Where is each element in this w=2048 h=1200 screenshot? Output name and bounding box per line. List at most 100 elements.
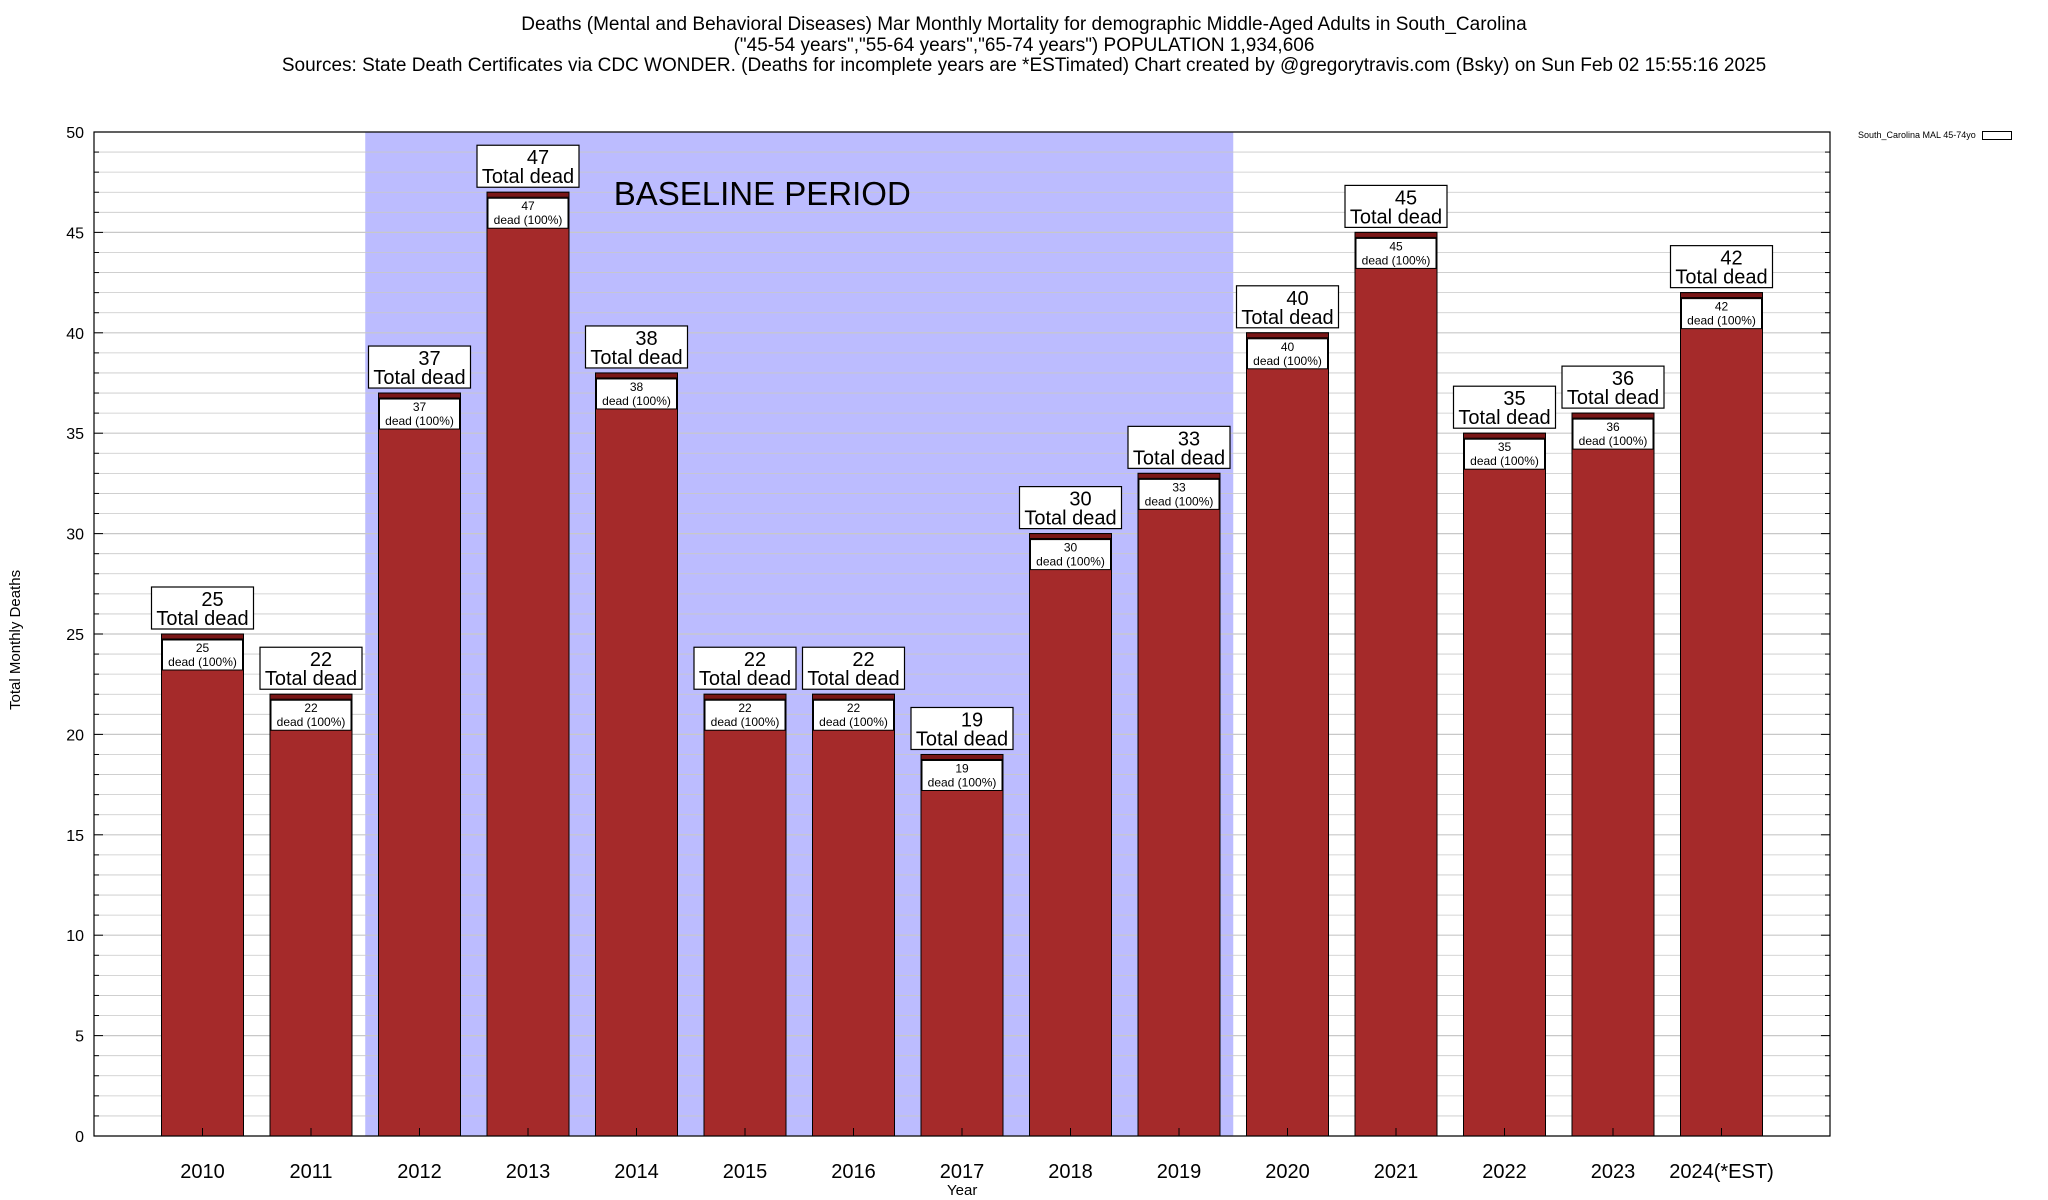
plot-frame	[93, 131, 1831, 1137]
bar-top-label-box	[1127, 425, 1231, 469]
bar-inner-label-text: dead (100%)	[385, 414, 454, 428]
bar-top-label-value: 37	[418, 348, 440, 370]
y-tick-label: 40	[66, 326, 84, 343]
bar-top-label-box	[259, 646, 363, 690]
bar-inner-label-text: dead (100%)	[819, 715, 888, 729]
bar-cap	[1354, 231, 1438, 238]
bar-top-label-value: 19	[961, 709, 983, 731]
bar-inner-label-text: dead (100%)	[1253, 354, 1322, 368]
legend-swatch	[1981, 130, 2012, 140]
bar-inner-label-text: dead (100%)	[602, 394, 671, 408]
y-tick-label: 20	[66, 727, 84, 744]
x-tick-label: 2016	[831, 1161, 876, 1183]
bar-inner-label-text: dead (100%)	[168, 655, 237, 669]
bar	[1463, 432, 1546, 1137]
bar-top-label-value: 30	[1069, 489, 1091, 511]
bar-top-label-text: Total dead	[482, 166, 574, 188]
bar-top-label-value: 22	[310, 649, 332, 671]
bar-top-label-box	[476, 144, 580, 188]
bar-inner-label-value: 19	[955, 761, 969, 775]
bar-cap	[1246, 332, 1329, 339]
bar-inner-label-text: dead (100%)	[1470, 454, 1539, 468]
bar-top-label-box	[584, 325, 689, 369]
bar-inner-label-box	[1030, 539, 1111, 571]
bar-inner-label-text: dead (100%)	[711, 715, 780, 729]
bar-inner-label-text: dead (100%)	[1036, 555, 1105, 569]
bar-inner-label-box	[1138, 478, 1220, 510]
y-tick-label: 15	[66, 828, 84, 845]
bar-inner-label-text: dead (100%)	[277, 715, 346, 729]
bar-top-label-value: 25	[201, 589, 223, 611]
bar-cap	[812, 693, 895, 700]
x-tick-label: 2023	[1591, 1161, 1636, 1183]
bar-top-label-text: Total dead	[807, 668, 899, 690]
bar-cap	[1029, 533, 1112, 540]
bar-inner-label-box	[596, 378, 677, 410]
bar-top-label-box	[1344, 184, 1448, 228]
bar-cap	[1571, 412, 1655, 419]
bar-inner-label-value: 35	[1498, 440, 1512, 454]
bar-inner-label-text: dead (100%)	[928, 775, 997, 789]
bar-top-label-text: Total dead	[1024, 508, 1116, 530]
bar-inner-label-box	[704, 699, 786, 731]
bar-top-label-box	[693, 646, 797, 690]
y-axis-label: Total Monthly Deaths	[7, 569, 24, 710]
bar-inner-label-value: 22	[847, 701, 861, 715]
bar-inner-label-box	[1464, 438, 1545, 470]
y-tick-label: 0	[75, 1129, 84, 1146]
chart-title-line-3: Sources: State Death Certificates via CD…	[281, 55, 1767, 76]
bar-top-label-box	[150, 586, 255, 630]
bar-top-label-text: Total dead	[156, 608, 248, 630]
bar-inner-label-box	[1681, 298, 1762, 330]
bar-inner-label-box	[1572, 418, 1654, 450]
bar	[1029, 533, 1112, 1137]
bar-inner-label-value: 22	[738, 701, 752, 715]
y-tick-label: 35	[66, 426, 84, 443]
bar-top-label-value: 47	[527, 147, 549, 169]
bar-inner-label-text: dead (100%)	[1687, 314, 1756, 328]
bar-cap	[920, 753, 1004, 760]
bar-inner-label-value: 37	[413, 400, 427, 414]
bar-inner-label-value: 30	[1064, 541, 1078, 555]
bar	[486, 191, 570, 1137]
x-tick-label: 2015	[723, 1161, 768, 1183]
bar-top-label-value: 42	[1720, 248, 1742, 270]
bar-inner-label-box	[379, 398, 460, 430]
bar-top-label-text: Total dead	[1133, 447, 1225, 469]
bar-top-label-value: 22	[852, 649, 874, 671]
x-tick-label: 2017	[940, 1161, 985, 1183]
bar	[1680, 292, 1763, 1137]
x-tick-label: 2010	[180, 1161, 225, 1183]
bar-cap	[703, 693, 787, 700]
bar-inner-label-value: 45	[1389, 239, 1403, 253]
x-tick-label: 2011	[289, 1161, 332, 1183]
bar	[812, 693, 895, 1137]
bar-top-label-value: 22	[744, 649, 766, 671]
bar-cap	[1137, 472, 1221, 479]
bar-top-label-value: 45	[1395, 187, 1417, 209]
bar-top-label-text: Total dead	[590, 347, 682, 369]
y-tick-label: 10	[66, 928, 84, 945]
x-tick-label: 2020	[1265, 1161, 1310, 1183]
bar-inner-label-box	[487, 197, 569, 229]
bar-top-label-value: 35	[1503, 388, 1525, 410]
bar-top-label-box	[367, 345, 472, 389]
bar-inner-label-value: 33	[1172, 480, 1186, 494]
bar-cap	[269, 693, 353, 700]
x-tick-label: 2021	[1374, 1161, 1419, 1183]
bar-cap	[161, 633, 244, 640]
bar-top-label-box	[1452, 385, 1557, 429]
bar	[1137, 472, 1221, 1137]
bar-inner-label-value: 38	[630, 380, 644, 394]
bar-inner-label-box	[270, 699, 352, 731]
bar-top-label-text: Total dead	[699, 668, 791, 690]
bar-inner-label-box	[813, 699, 894, 731]
bar-inner-label-value: 36	[1606, 420, 1620, 434]
bar-cap	[1463, 432, 1546, 439]
y-tick-label: 5	[75, 1029, 84, 1046]
bar-top-label-text: Total dead	[1458, 407, 1550, 429]
bar-inner-label-box	[1355, 237, 1437, 269]
bar-top-label-box	[1561, 365, 1665, 409]
bar-top-label-box	[1018, 486, 1123, 530]
bar-top-label-box	[801, 646, 906, 690]
